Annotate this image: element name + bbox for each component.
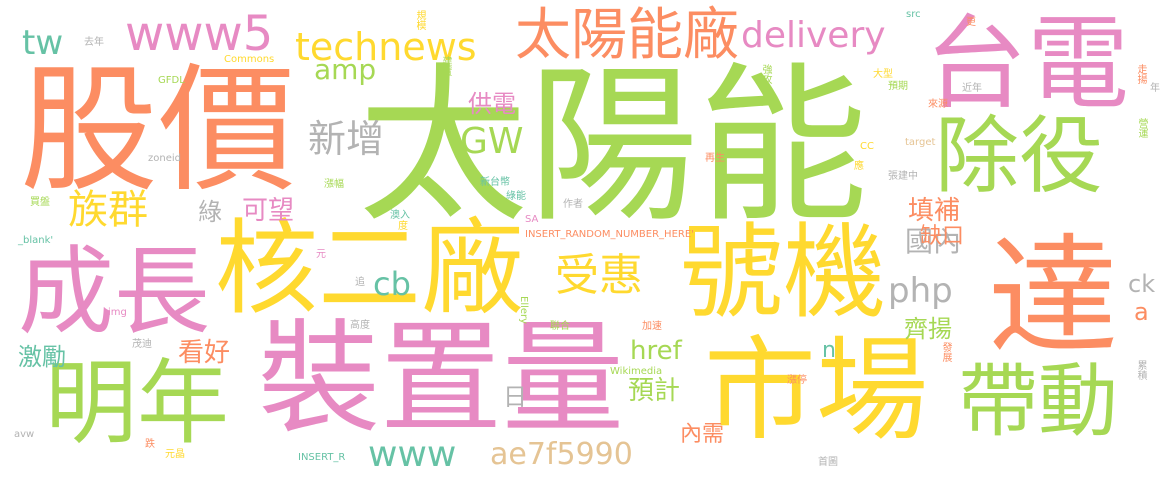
- word: 達: [988, 221, 1119, 373]
- word: 建置: [440, 56, 451, 76]
- word: src: [906, 9, 921, 20]
- word: INSERT_RANDOM_NUMBER_HERE': [525, 229, 694, 240]
- word: cb: [373, 265, 411, 303]
- word: 填補: [908, 196, 961, 226]
- word: 發展: [940, 342, 951, 362]
- word: amp: [314, 53, 377, 86]
- word: CC: [860, 141, 874, 152]
- word: 綠能: [506, 191, 526, 202]
- word: 核二廠: [215, 209, 524, 329]
- word: 族群: [68, 187, 148, 233]
- word: 齊揚: [904, 315, 952, 343]
- word: GFDL: [158, 75, 185, 86]
- word: 更: [966, 17, 976, 28]
- word: tw: [22, 23, 64, 63]
- word: 元: [316, 249, 326, 260]
- word: 可望: [242, 196, 295, 226]
- word: 來源: [928, 99, 948, 110]
- word: 再生: [705, 153, 725, 164]
- word: _blank': [18, 235, 54, 246]
- word: 度: [398, 221, 408, 232]
- word: 股價: [20, 50, 297, 211]
- word: ck: [1128, 270, 1156, 298]
- word: Wikimedia: [610, 366, 663, 377]
- word: 張建中: [888, 171, 918, 182]
- word: n: [822, 338, 836, 363]
- word: 激勵: [18, 343, 66, 371]
- word: 追: [355, 277, 365, 288]
- word: 跌: [145, 439, 155, 450]
- word: 台電: [925, 5, 1129, 124]
- word: 帶動: [958, 355, 1118, 448]
- word: Commons: [224, 54, 275, 65]
- word: 營運: [1136, 118, 1147, 138]
- word: 近年: [962, 83, 982, 94]
- word: 市場: [704, 326, 928, 456]
- word: 買盤: [30, 197, 50, 208]
- word: 澳入: [390, 210, 410, 221]
- word: zoneid: [148, 153, 181, 164]
- word: img: [108, 307, 127, 318]
- word: ae7f5990: [490, 437, 633, 472]
- word: 聯合: [550, 321, 570, 332]
- word: 太陽能廠: [515, 3, 739, 68]
- word: SA: [525, 214, 539, 225]
- word: avw: [14, 429, 35, 440]
- word: 綠: [198, 198, 222, 226]
- word: 供電: [468, 90, 516, 118]
- word: 內需: [680, 422, 725, 447]
- word: 應: [854, 161, 864, 172]
- word: 太陽能: [358, 48, 869, 246]
- word: 預期: [888, 81, 908, 92]
- word: 除役: [935, 107, 1104, 205]
- word: 年: [1150, 83, 1160, 94]
- word: 受惠: [555, 250, 643, 301]
- word: 號機: [680, 213, 886, 333]
- word: target: [905, 137, 936, 148]
- word: GW: [460, 121, 524, 162]
- word: 大型: [873, 69, 893, 80]
- word: 成長: [18, 236, 210, 348]
- word: 新增: [308, 117, 385, 161]
- word: 加速: [642, 321, 662, 332]
- word: 裝置量: [258, 308, 624, 450]
- word: 作者: [563, 199, 583, 210]
- word: 新台幣: [480, 177, 510, 188]
- word: www: [368, 434, 457, 475]
- word: 規模: [414, 10, 425, 30]
- word: 首圖: [818, 457, 838, 468]
- word: INSERT_R: [298, 452, 346, 463]
- word: delivery: [741, 15, 886, 56]
- word: 高度: [350, 320, 370, 331]
- word: href: [630, 336, 682, 366]
- word: 去年: [84, 37, 104, 48]
- word: technews: [295, 25, 477, 69]
- word: 漲幅: [324, 179, 344, 190]
- word: 元晶: [165, 449, 185, 460]
- word: Ellery: [518, 296, 529, 325]
- word: a: [1134, 298, 1149, 326]
- word: 明年: [45, 350, 230, 457]
- word: 缺口: [920, 224, 965, 249]
- word: 預計: [628, 376, 681, 406]
- word: 茂迪: [132, 339, 152, 350]
- word: 國內: [905, 225, 962, 258]
- word: 強攻: [760, 64, 771, 84]
- word: 看好: [178, 338, 231, 368]
- word: 漲停: [787, 375, 807, 386]
- word: 累積: [1135, 360, 1146, 380]
- word: php: [888, 271, 953, 311]
- word: 日: [503, 383, 527, 411]
- word: www5: [125, 6, 274, 62]
- word: 走揚: [1135, 64, 1146, 84]
